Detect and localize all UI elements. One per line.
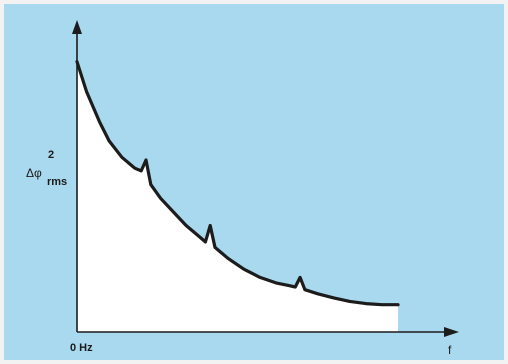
y-axis-label: Δφ: [26, 166, 42, 180]
chart-figure: Δφ 2 rms 0 Hz f: [4, 4, 504, 360]
spectrum-area-fill: [77, 61, 398, 332]
y-axis-label-superscript: 2: [48, 149, 55, 161]
spectrum-curve-line: [75, 60, 400, 307]
y-axis-arrowhead: [72, 20, 82, 34]
chart-plot-area: [72, 20, 459, 337]
x-tick-label-origin: 0 Hz: [70, 342, 93, 354]
y-axis-label-subscript: rms: [47, 176, 68, 188]
x-axis-end-label: f: [448, 343, 452, 357]
x-axis-arrowhead: [444, 327, 459, 337]
